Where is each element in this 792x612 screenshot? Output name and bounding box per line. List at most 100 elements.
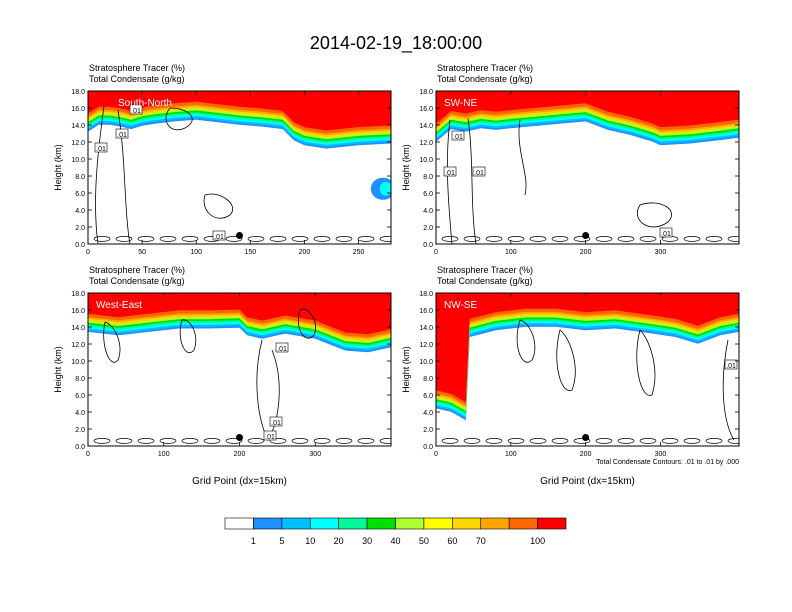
low-cloud-contour [357,236,375,242]
tracer-band-top [436,91,739,128]
contour-label-box [451,130,465,141]
condensate-contour-1 [447,119,453,244]
x-axis-label: Grid Point (dx=15km) [540,476,635,487]
colorbar-cell [309,517,339,530]
x-tick-label: 0 [86,249,90,256]
contour-label: .01 [265,434,275,441]
colorbar-cell [452,517,482,530]
panel-2: .01 .01 .01 .01 SW-NE 0.0 2.0 4.0 6.0 8.0 10.0 12.0… [401,89,740,256]
panel1-variable-line1: Stratosphere Tracer (%) [89,63,186,73]
contour-label: .01 [214,234,224,241]
low-cloud-contour [313,438,331,444]
x-tick-label: 100 [505,249,517,256]
low-cloud-contour [683,236,701,242]
condensate-contour-3 [636,329,656,396]
x-tick-label: 300 [655,249,667,256]
location-marker [582,232,590,239]
y-tick-label: 8.0 [423,376,433,383]
low-cloud-contour [727,438,739,444]
panel3-variable-line2: Total Condensate (g/kg) [89,276,185,286]
colorbar-cell [423,517,453,530]
low-cloud-contour [639,438,657,444]
low-cloud-contour [507,438,525,444]
low-cloud-contour [617,438,635,444]
contour-label: .01 [661,231,671,238]
colorbar-cell [508,517,538,530]
colorbar-label: 1 [251,536,256,546]
x-tick-label: 0 [434,451,438,458]
y-tick-label: 4.0 [423,208,433,215]
y-tick-label: 6.0 [75,393,85,400]
colorbar-cell [395,517,425,530]
panel-frame [435,292,740,447]
y-tick-label: 12.0 [71,342,85,349]
panel-frame [435,90,740,245]
low-cloud-contour [137,438,155,444]
tracer-band-top [436,293,739,403]
contour-label: .01 [131,108,141,115]
low-cloud-contour [595,438,613,444]
low-cloud-contour [529,438,547,444]
condensate-contour-3 [165,107,193,131]
low-cloud-contour [551,438,569,444]
location-marker [236,434,243,441]
contour-label-box [472,166,486,177]
colorbar-label: 10 [305,536,315,546]
colorbar-label: 50 [419,536,429,546]
low-cloud-contour [203,438,221,444]
y-axis-label: Height (km) [53,346,63,393]
tracer-band-top [88,91,391,131]
low-cloud-contour [159,438,177,444]
y-tick-label: 6.0 [75,191,85,198]
colorbar-label: 60 [447,536,457,546]
low-cloud-contour [313,236,331,242]
panel-2-field [436,91,739,244]
panel-4: .01 NW-SE 0.0 2.0 4.0 6.0 8.0 10.0 12.0 14.0 16.0 1… [401,291,740,487]
y-tick-label: 0.0 [75,444,85,451]
low-cloud-contour [441,236,459,242]
panel2-variable-line2: Total Condensate (g/kg) [437,74,533,84]
x-axis-label: Grid Point (dx=15km) [192,476,287,487]
low-cloud-contour [181,236,199,242]
condensate-contour-3 [518,119,527,196]
low-cloud-contour [379,438,391,444]
y-tick-label: 2.0 [75,225,85,232]
low-cloud-contour [463,438,481,444]
low-cloud-contour [727,236,739,242]
y-tick-label: 10.0 [419,157,433,164]
y-tick-label: 12.0 [71,140,85,147]
x-tick-label: 50 [138,249,146,256]
low-cloud-contour [595,236,613,242]
low-cloud-contour [181,438,199,444]
x-tick-label: 200 [299,249,311,256]
colorbar-cell [338,517,368,530]
y-tick-label: 14.0 [419,123,433,130]
low-cloud-contour [705,438,723,444]
colorbar-cell [480,517,510,530]
low-cloud-contour [441,438,459,444]
y-tick-label: 6.0 [423,191,433,198]
panel-title: NW-SE [444,300,477,311]
low-cloud-contour [463,236,481,242]
condensate-contour-4 [298,308,316,339]
x-tick-label: 200 [234,451,246,458]
tracer-bump-core [379,181,391,196]
y-axis-label: Height (km) [53,144,63,191]
colorbar-label: 20 [334,536,344,546]
contour-label-box [443,166,457,177]
colorbar-label: 70 [476,536,486,546]
y-axis-label: Height (km) [401,346,411,393]
x-tick-label: 300 [309,451,321,458]
low-cloud-contour [573,438,591,444]
panel2-variable-line1: Stratosphere Tracer (%) [437,63,534,73]
y-tick-label: 8.0 [75,376,85,383]
condensate-contour-4 [637,202,672,228]
x-tick-label: 250 [353,249,365,256]
colorbar-cell [253,517,283,530]
contour-label-box [263,430,277,441]
y-tick-label: 16.0 [419,106,433,113]
colorbar-cell [224,517,254,530]
condensate-contour-2 [556,329,576,391]
y-tick-label: 18.0 [419,291,433,298]
